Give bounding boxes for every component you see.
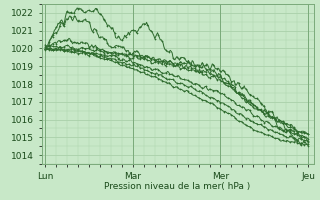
X-axis label: Pression niveau de la mer( hPa ): Pression niveau de la mer( hPa ) (104, 182, 251, 191)
